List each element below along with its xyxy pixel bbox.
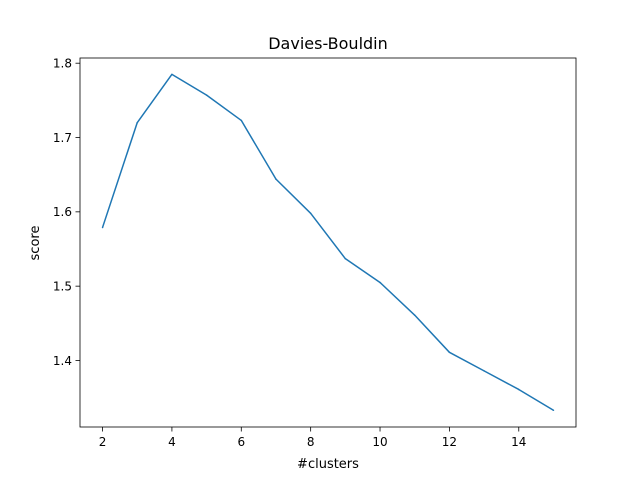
data-point (344, 257, 347, 260)
y-axis: 1.4 1.5 1.6 1.7 1.8 (53, 57, 80, 368)
data-point (483, 370, 485, 372)
data-point (205, 94, 208, 96)
x-tick-label: 8 (307, 435, 315, 449)
data-point (413, 314, 416, 316)
x-tick-label: 14 (511, 435, 526, 449)
chart-title: Davies-Bouldin (268, 34, 388, 53)
x-axis: 2 4 6 8 10 12 14 (99, 427, 526, 449)
plot-frame (79, 57, 577, 428)
y-tick-label: 1.5 (53, 279, 72, 293)
data-point (101, 226, 104, 229)
data-point (240, 119, 243, 122)
y-tick-label: 1.7 (53, 131, 72, 145)
x-axis-label: #clusters (297, 457, 359, 472)
data-point (309, 212, 312, 215)
data-point (275, 178, 277, 180)
data-point (379, 281, 381, 284)
y-axis-label: score (28, 226, 43, 261)
y-tick-label: 1.4 (53, 354, 72, 368)
data-point (448, 351, 451, 354)
plot-area (79, 57, 577, 428)
data-point (136, 121, 138, 124)
y-tick-label: 1.8 (53, 57, 72, 71)
series-line-0 (101, 73, 554, 411)
data-point (518, 388, 520, 391)
x-tick-label: 4 (168, 435, 176, 449)
x-tick-label: 10 (372, 435, 387, 449)
x-tick-label: 12 (442, 435, 457, 449)
data-point (552, 409, 555, 412)
x-tick-label: 6 (237, 435, 245, 449)
data-point (171, 73, 173, 76)
x-tick-label: 2 (99, 435, 107, 449)
y-tick-label: 1.6 (53, 205, 72, 219)
